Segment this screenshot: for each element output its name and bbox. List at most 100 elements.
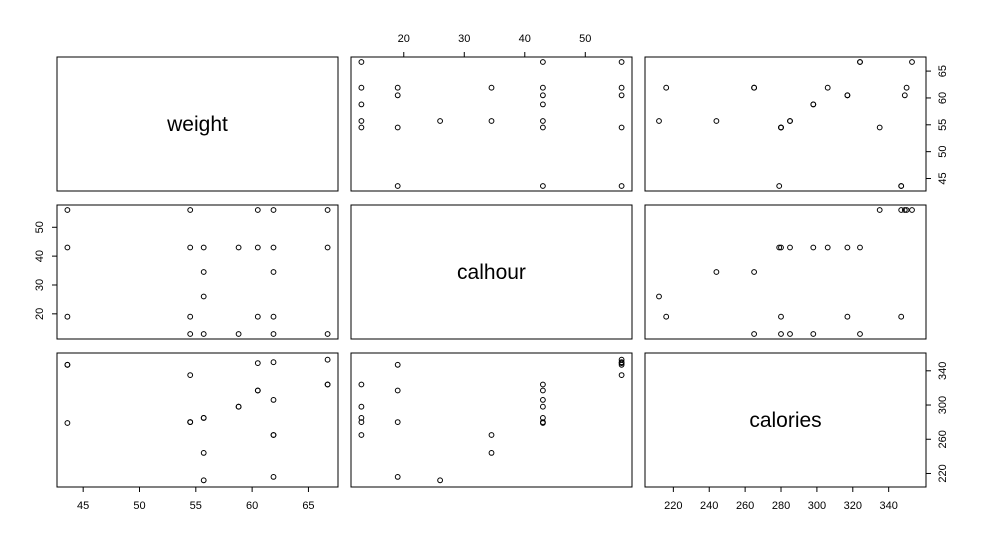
point-weight-vs-calories-3 — [876, 124, 883, 131]
point-calories-vs-weight-2 — [64, 361, 71, 368]
point-weight-vs-calhour-18 — [488, 84, 495, 91]
point-calories-vs-weight-1 — [64, 420, 71, 426]
point-calhour-vs-calories-11 — [810, 244, 817, 251]
point-weight-vs-calhour-19 — [394, 84, 401, 91]
point-calhour-vs-weight-18 — [270, 269, 277, 275]
point-calories-vs-weight-3 — [187, 372, 194, 379]
point-calhour-vs-calories-15 — [844, 313, 851, 320]
point-calhour-vs-calories-3 — [876, 207, 883, 213]
point-weight-vs-calhour-8 — [488, 118, 495, 124]
point-weight-vs-calhour-10 — [358, 118, 365, 124]
point-weight-vs-calories-21 — [909, 59, 915, 65]
y-axis-calhour-tick-label-40: 40 — [34, 250, 46, 262]
panel-calories-calhour — [350, 352, 633, 488]
point-calhour-vs-weight-8 — [200, 269, 207, 275]
point-weight-vs-calhour-6 — [358, 124, 365, 131]
point-weight-vs-calories-13 — [901, 92, 908, 99]
point-calhour-vs-weight-12 — [235, 331, 242, 337]
point-weight-vs-calhour-9 — [437, 118, 444, 124]
point-calories-vs-calhour-23 — [358, 381, 365, 388]
x-axis-weight-tick-label-60: 60 — [246, 500, 258, 512]
point-calhour-vs-weight-22 — [324, 244, 331, 251]
point-calhour-vs-weight-0 — [64, 207, 71, 213]
point-weight-vs-calories-16 — [903, 84, 910, 91]
x-axis-calories-tick-label-240: 240 — [700, 500, 718, 512]
point-weight-vs-calhour-22 — [540, 59, 546, 65]
x-axis-weight-tick-label-55: 55 — [190, 500, 202, 512]
point-weight-vs-calhour-1 — [540, 183, 546, 189]
point-calories-vs-calhour-6 — [358, 419, 365, 426]
x-axis-calhour-tick-label-30: 30 — [458, 33, 470, 45]
y-axis-weight-tick-label-45: 45 — [937, 172, 949, 184]
point-calhour-vs-calories-23 — [857, 331, 863, 337]
point-calhour-vs-weight-11 — [235, 244, 242, 251]
point-weight-vs-calories-23 — [857, 59, 863, 65]
point-calhour-vs-calories-5 — [778, 313, 784, 320]
point-weight-vs-calhour-5 — [394, 124, 401, 131]
point-weight-vs-calories-15 — [844, 92, 851, 99]
point-calhour-vs-weight-23 — [324, 331, 331, 337]
point-calhour-vs-calories-0 — [898, 207, 905, 213]
point-weight-vs-calories-8 — [713, 118, 720, 124]
panel-weight-calories — [644, 56, 927, 192]
point-calhour-vs-calories-16 — [903, 207, 910, 213]
x-axis-weight-tick-label-50: 50 — [133, 500, 145, 512]
point-weight-vs-calhour-13 — [618, 92, 625, 99]
point-calories-vs-weight-12 — [235, 403, 242, 410]
diagonal-label-calories: calories — [749, 409, 821, 432]
y-axis-weight-tick-label-50: 50 — [937, 146, 949, 158]
point-calories-vs-calhour-4 — [540, 419, 546, 426]
point-calories-vs-calhour-3 — [618, 372, 625, 379]
point-weight-vs-calhour-17 — [540, 84, 546, 91]
point-calories-vs-calhour-20 — [358, 432, 365, 438]
point-weight-vs-calhour-3 — [618, 124, 625, 131]
point-weight-vs-calhour-20 — [358, 84, 365, 91]
point-calories-vs-weight-8 — [200, 450, 207, 456]
point-calories-vs-calhour-11 — [540, 403, 546, 410]
panel-calories-weight — [56, 352, 339, 488]
point-calhour-vs-calories-14 — [844, 244, 851, 251]
point-calhour-vs-weight-6 — [187, 331, 194, 337]
x-axis-weight-tick-label-45: 45 — [77, 500, 89, 512]
point-calories-vs-calhour-19 — [394, 474, 401, 480]
point-weight-vs-calhour-4 — [540, 124, 546, 131]
point-calories-vs-calhour-16 — [618, 359, 625, 366]
point-calories-vs-calhour-17 — [540, 397, 546, 403]
point-weight-vs-calhour-12 — [358, 101, 365, 108]
point-calories-vs-weight-19 — [270, 474, 277, 480]
y-axis-calhour-tick-label-20: 20 — [34, 308, 46, 320]
point-weight-vs-calhour-0 — [618, 183, 625, 189]
point-calhour-vs-calories-9 — [656, 293, 662, 300]
y-axis-weight-tick-label-55: 55 — [937, 119, 949, 131]
point-calories-vs-calhour-15 — [394, 387, 401, 394]
x-axis-calories-tick-label-320: 320 — [844, 500, 862, 512]
point-calories-vs-calhour-2 — [394, 361, 401, 368]
point-weight-vs-calories-9 — [656, 118, 662, 124]
point-calories-vs-calhour-12 — [358, 403, 365, 410]
point-calhour-vs-weight-14 — [254, 244, 261, 251]
point-calhour-vs-weight-3 — [187, 207, 194, 213]
point-weight-vs-calhour-21 — [618, 59, 625, 65]
point-calories-vs-calhour-5 — [394, 419, 401, 426]
point-calhour-vs-calories-22 — [857, 244, 863, 251]
point-weight-vs-calhour-15 — [394, 92, 401, 99]
point-calhour-vs-calories-19 — [663, 313, 670, 320]
point-calories-vs-calhour-14 — [540, 387, 546, 394]
panel-calhour-calhour — [350, 204, 633, 340]
point-calhour-vs-calories-21 — [909, 207, 915, 213]
panel-weight-weight — [56, 56, 339, 192]
point-calhour-vs-calories-8 — [713, 269, 720, 275]
y-axis-calhour-tick-label-30: 30 — [34, 279, 46, 291]
point-calhour-vs-weight-9 — [200, 293, 207, 300]
point-calhour-vs-weight-15 — [254, 313, 261, 320]
x-axis-calhour-tick-label-20: 20 — [398, 33, 410, 45]
point-calhour-vs-calories-2 — [898, 313, 905, 320]
point-calhour-vs-weight-17 — [270, 244, 277, 251]
point-calhour-vs-weight-21 — [324, 207, 331, 213]
panel-calhour-weight — [56, 204, 339, 340]
panel-calhour-calories — [644, 204, 927, 340]
point-calhour-vs-weight-7 — [200, 244, 207, 251]
point-weight-vs-calhour-23 — [358, 59, 365, 65]
point-weight-vs-calhour-2 — [394, 183, 401, 189]
point-weight-vs-calhour-11 — [540, 101, 546, 108]
